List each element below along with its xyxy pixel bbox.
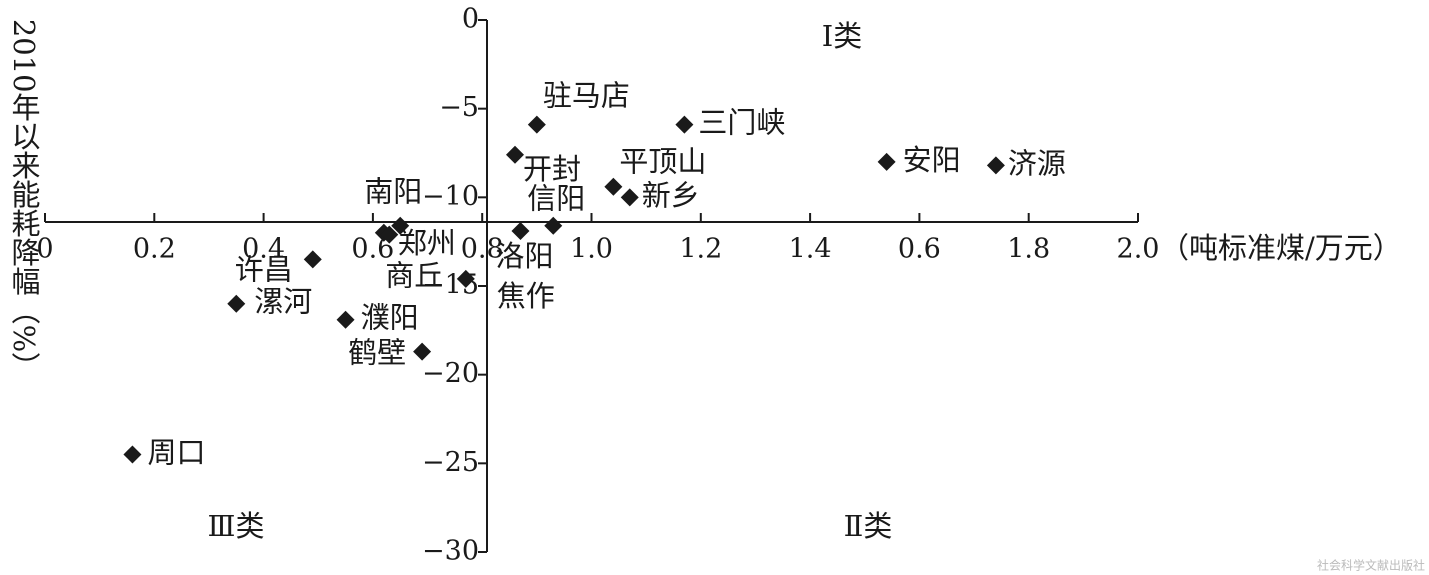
point xyxy=(456,269,475,288)
quadrant-label: Ⅱ类 xyxy=(844,509,893,543)
point xyxy=(527,115,546,134)
y-tick-label: −25 xyxy=(422,447,479,478)
x-tick-label: 0.4 xyxy=(242,234,285,265)
point-label: 开封 xyxy=(523,152,581,186)
y-tick-label: −30 xyxy=(422,536,479,567)
point xyxy=(986,156,1005,175)
x-tick-label: 1.8 xyxy=(1007,234,1050,265)
point-label: 许昌 xyxy=(235,252,293,286)
x-tick-label: 0.2 xyxy=(133,234,176,265)
quadrant-label: Ⅲ类 xyxy=(208,509,265,543)
y-axis-label: 2010年以来能耗降幅（%） xyxy=(7,19,41,381)
x-tick-label: 1.0 xyxy=(570,234,613,265)
x-axis-label: （吨标准煤/万元） xyxy=(1160,231,1402,265)
point-label: 洛阳 xyxy=(495,239,553,273)
point xyxy=(620,188,639,207)
x-tick-label: 2.0 xyxy=(1117,234,1160,265)
point xyxy=(391,216,410,235)
point xyxy=(303,250,322,269)
point xyxy=(877,152,896,171)
point-label: 南阳 xyxy=(364,175,422,209)
point xyxy=(413,342,432,361)
quadrant-label: Ⅰ类 xyxy=(822,19,862,53)
y-tick-label: 0 xyxy=(462,4,479,35)
x-tick-label: 0.6 xyxy=(898,234,941,265)
point-label: 平顶山 xyxy=(619,145,706,179)
point-label: 济源 xyxy=(1008,146,1066,180)
y-tick-label: −20 xyxy=(422,358,479,389)
y-tick-label: −10 xyxy=(422,181,479,212)
source: 社会科学文献出版社 xyxy=(1317,558,1425,573)
point-label: 郑州 xyxy=(398,226,456,260)
point-label: 鹤壁 xyxy=(348,336,406,370)
point-label: 商丘 xyxy=(385,259,443,293)
point xyxy=(505,145,524,164)
x-tick-label: 1.2 xyxy=(679,234,722,265)
point-label: 焦作 xyxy=(497,279,555,313)
point xyxy=(511,222,530,241)
point-label: 漯河 xyxy=(254,285,312,319)
point-label: 新乡 xyxy=(642,178,700,212)
point xyxy=(336,310,355,329)
x-tick-label: 0 xyxy=(36,234,53,265)
x-tick-label: 0.8 xyxy=(461,234,504,265)
point xyxy=(604,177,623,196)
point-label: 周口 xyxy=(147,435,205,469)
point xyxy=(123,445,142,464)
point-label: 信阳 xyxy=(527,182,585,216)
point xyxy=(227,294,246,313)
point-label: 驻马店 xyxy=(543,79,630,113)
point xyxy=(544,216,563,235)
point xyxy=(380,225,399,244)
point-label: 三门峡 xyxy=(698,106,785,140)
y-tick-label: −5 xyxy=(439,92,479,123)
point-label: 安阳 xyxy=(903,143,961,177)
point-label: 濮阳 xyxy=(361,301,419,335)
point xyxy=(675,115,694,134)
x-tick-label: 1.4 xyxy=(789,234,832,265)
